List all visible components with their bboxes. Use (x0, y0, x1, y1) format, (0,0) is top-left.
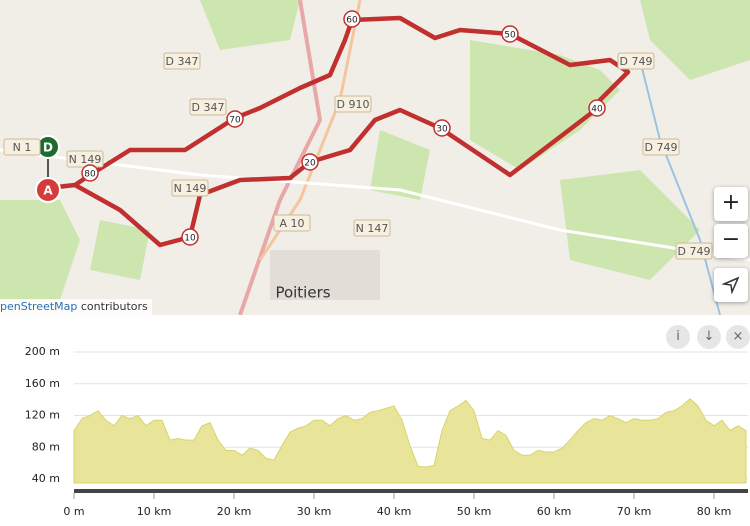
road-label: D 347 (166, 55, 199, 68)
road-shield (675, 242, 713, 260)
road-label: D 910 (337, 98, 370, 111)
road-shield (334, 95, 372, 113)
x-tick-label: 60 km (537, 505, 572, 518)
info-button[interactable]: i (666, 325, 690, 349)
locate-icon (721, 276, 740, 295)
road-shield (353, 219, 391, 237)
road-label: D 749 (645, 141, 678, 154)
x-tick-label: 20 km (217, 505, 252, 518)
road (0, 148, 750, 262)
road-shield (163, 52, 201, 70)
y-tick-label: 160 m (25, 377, 60, 390)
x-tick-label: 80 km (697, 505, 732, 518)
close-button[interactable]: × (726, 325, 750, 349)
km-marker-label: 10 (184, 234, 196, 244)
y-tick-label: 40 m (32, 472, 60, 485)
zoom-in[interactable]: + (714, 187, 748, 221)
km-marker-label: 60 (346, 16, 358, 26)
km-marker (81, 164, 99, 182)
start-marker[interactable] (35, 177, 61, 203)
km-marker-label: 30 (436, 125, 448, 135)
x-tick-label: 10 km (137, 505, 172, 518)
attribution: penStreetMap contributors (0, 299, 152, 315)
city-area (270, 250, 380, 300)
end-marker-label: D (43, 141, 53, 155)
road-shield (171, 179, 209, 197)
road-label: A 10 (279, 217, 304, 230)
elevation-area (73, 398, 747, 484)
road-shield (617, 52, 655, 70)
road-label: N 149 (69, 153, 102, 166)
road-shield (3, 138, 41, 156)
road-shield (189, 98, 227, 116)
x-tick-label: 70 km (617, 505, 652, 518)
start-marker-label: A (43, 184, 53, 198)
attribution-link[interactable]: penStreetMap (0, 300, 78, 313)
km-marker (588, 99, 606, 117)
km-marker-label: 70 (229, 116, 241, 126)
zoom-out[interactable]: − (714, 224, 748, 258)
km-marker (301, 153, 319, 171)
y-tick-label: 200 m (25, 345, 60, 358)
road-label: D 749 (678, 245, 711, 258)
locate[interactable] (714, 268, 748, 302)
river (639, 59, 721, 315)
road-label: N 149 (174, 182, 207, 195)
route-bar (74, 489, 748, 493)
km-marker-label: 20 (304, 159, 316, 169)
km-marker-label: 40 (591, 105, 603, 115)
y-tick-label: 120 m (25, 409, 60, 422)
city-label: Poitiers (275, 284, 330, 302)
x-tick-label: 0 m (63, 505, 84, 518)
attribution-text: contributors (80, 300, 148, 313)
road-label: D 749 (620, 55, 653, 68)
km-marker (501, 25, 519, 43)
km-marker (433, 119, 451, 137)
map: A D Poitiers D 347 D 347 D 910 N 149 N 149 A … (0, 0, 750, 315)
y-tick-label: 80 m (32, 440, 60, 453)
x-tick-label: 50 km (457, 505, 492, 518)
road-shield (273, 214, 311, 232)
road-label: D 347 (192, 101, 225, 114)
route (47, 15, 631, 248)
x-tick-label: 40 km (377, 505, 412, 518)
km-marker-label: 50 (504, 31, 516, 41)
road-label: N 147 (356, 222, 389, 235)
km-marker-label: 80 (84, 170, 96, 180)
download-button[interactable]: ↓ (697, 325, 721, 349)
road-label: N 1 (13, 141, 32, 154)
km-marker (181, 228, 199, 246)
km-marker (226, 110, 244, 128)
x-tick-label: 30 km (297, 505, 332, 518)
forest (0, 0, 750, 300)
elevation-chart: 40 m 80 m 120 m 160 m 200 m 0 m 10 km 20 km 30 k… (25, 345, 748, 518)
road-shield (642, 138, 680, 156)
km-marker (343, 10, 361, 28)
